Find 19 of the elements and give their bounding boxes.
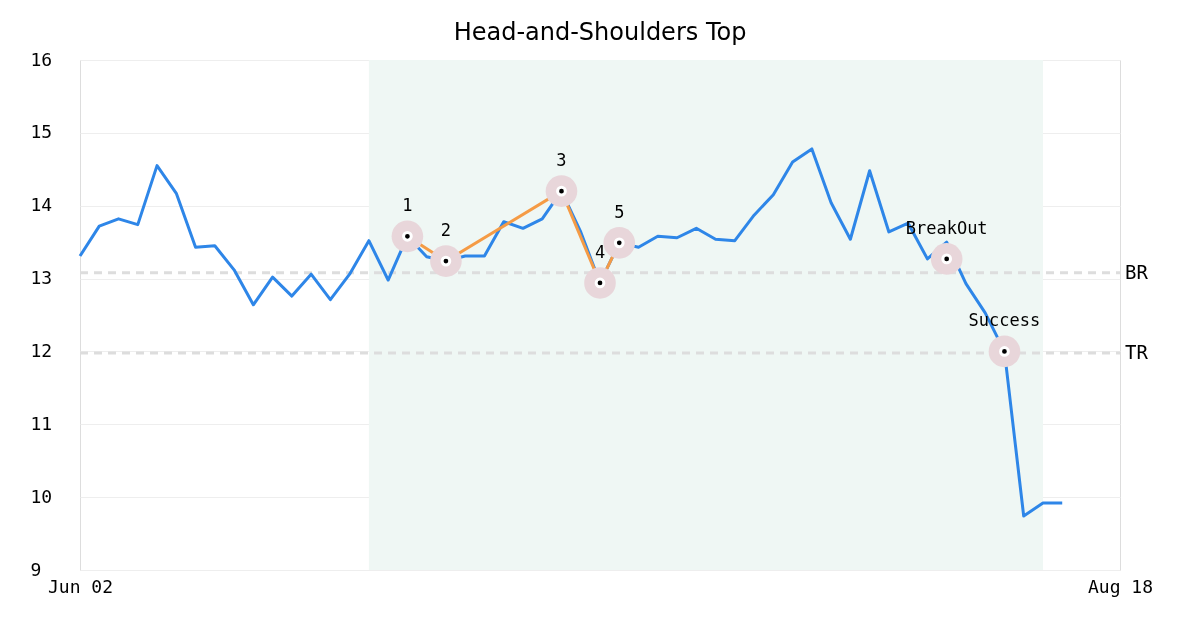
y-tick-label: 13 — [30, 267, 53, 289]
annotation: 4 — [594, 241, 606, 262]
annotation: 1 — [402, 195, 413, 216]
chart-title: Head-and-Shoulders Top — [453, 18, 747, 46]
y-tick-label: 12 — [30, 339, 53, 361]
x-tick-label: Jun 02 — [47, 575, 114, 597]
ref-line-label: TR — [1125, 340, 1149, 363]
ref-line-label: BR — [1125, 260, 1149, 283]
annotation: 3 — [556, 150, 567, 171]
x-tick-label: Aug 18 — [1087, 575, 1154, 597]
y-tick-label: 9 — [30, 558, 42, 580]
y-tick-label: 15 — [30, 121, 53, 143]
line-series — [78, 147, 1064, 518]
y-tick-label: 16 — [30, 48, 53, 70]
y-tick-label: 14 — [30, 194, 53, 216]
annotation: 2 — [440, 220, 452, 241]
y-tick-label: 11 — [30, 412, 53, 434]
annotation: 5 — [614, 201, 625, 222]
y-tick-label: 10 — [30, 485, 53, 507]
